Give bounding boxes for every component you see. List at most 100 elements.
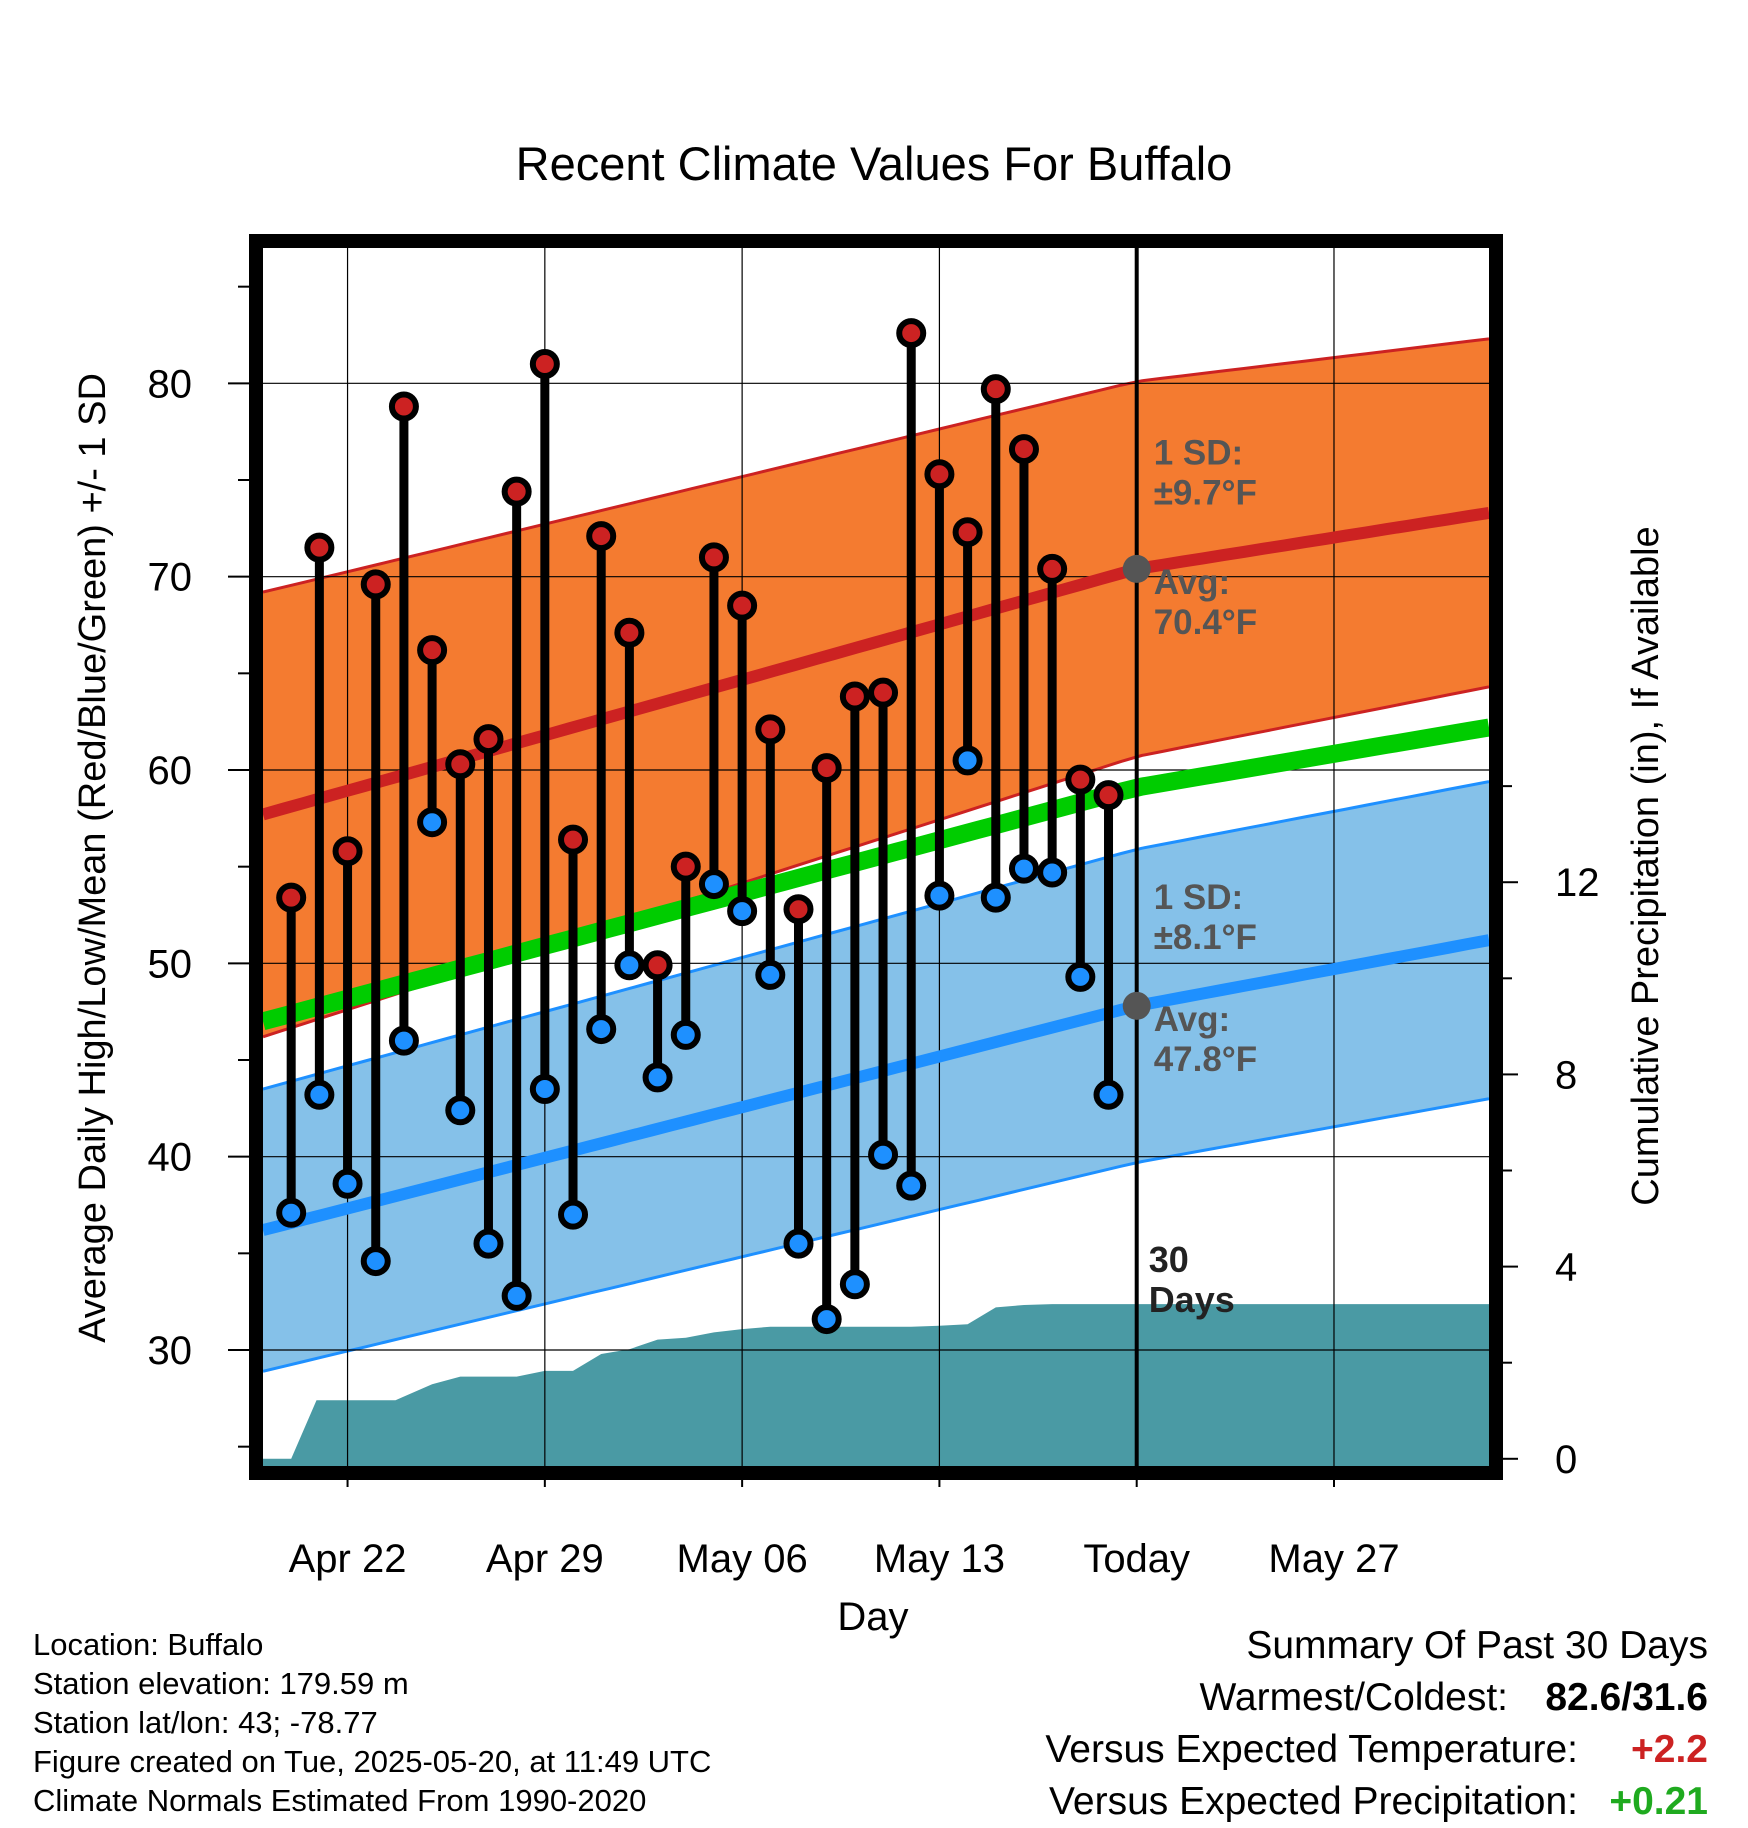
x-tick-label-0: Apr 22 — [289, 1537, 407, 1581]
y2-tick-label-0: 0 — [1555, 1438, 1577, 1482]
daily-low-point-4 — [388, 1025, 419, 1056]
daily-low-point-7 — [473, 1228, 504, 1259]
daily-low-point-19 — [811, 1304, 842, 1335]
daily-high-point-8 — [501, 476, 532, 507]
daily-high-point-11 — [586, 521, 617, 552]
y2-axis-label: Cumulative Precipitation (in), If Availa… — [1625, 526, 1667, 1205]
location-text: Location: Buffalo — [33, 1627, 264, 1662]
daily-high-point-9 — [529, 349, 560, 379]
x-tick-label-1: Apr 29 — [486, 1537, 604, 1581]
daily-low-point-10 — [558, 1199, 589, 1230]
daily-low-point-27 — [1037, 857, 1068, 888]
high-sd-annotation-line-1: ±9.7°F — [1154, 474, 1257, 513]
y-tick-label-30: 30 — [148, 1329, 193, 1373]
daily-high-point-18 — [783, 894, 814, 925]
low-normal-line — [263, 934, 1489, 1236]
high-avg-marker — [1122, 554, 1151, 583]
daily-low-point-29 — [1093, 1079, 1124, 1110]
daily-low-point-18 — [783, 1228, 814, 1259]
mean-normal-line — [263, 718, 1489, 1031]
y-tick-label-60: 60 — [148, 749, 193, 793]
daily-high-point-20 — [839, 681, 870, 712]
daily-low-point-16 — [727, 896, 758, 927]
daily-high-point-25 — [980, 374, 1011, 405]
daily-low-point-14 — [670, 1019, 701, 1050]
y2-tick-label-8: 8 — [1555, 1053, 1577, 1097]
daily-high-point-24 — [952, 517, 983, 548]
y-tick-label-40: 40 — [148, 1136, 193, 1180]
daily-high-point-5 — [417, 635, 448, 666]
high-avg-annotation-line-0: Avg: — [1154, 563, 1230, 602]
temp-value: +2.2 — [1631, 1728, 1708, 1771]
low-avg-annotation-line-1: 47.8°F — [1154, 1040, 1258, 1079]
y-tick-label-50: 50 — [148, 942, 193, 986]
daily-low-point-28 — [1065, 961, 1096, 992]
daily-high-point-17 — [755, 714, 786, 745]
daily-low-point-9 — [529, 1074, 560, 1104]
daily-low-point-21 — [868, 1139, 899, 1170]
low-sd-annotation-line-1: ±8.1°F — [1154, 918, 1257, 957]
daily-high-point-7 — [473, 724, 504, 755]
x-axis-label: Day — [837, 1595, 908, 1639]
daily-low-point-6 — [445, 1095, 476, 1126]
normals-text: Climate Normals Estimated From 1990-2020 — [33, 1783, 647, 1818]
daily-high-point-16 — [727, 590, 758, 621]
x-tick-label-5: May 27 — [1268, 1537, 1399, 1581]
daily-high-point-3 — [360, 569, 391, 600]
low-avg-marker — [1122, 991, 1151, 1020]
chart-title: Recent Climate Values For Buffalo — [516, 137, 1233, 190]
summary-panel: Summary Of Past 30 Days Warmest/Coldest:… — [1045, 1620, 1708, 1828]
low-sd-annotation-line-0: 1 SD: — [1154, 878, 1243, 917]
daily-high-point-15 — [698, 542, 729, 573]
low-sd-upper-edge — [263, 780, 1489, 1091]
daily-high-point-27 — [1037, 553, 1068, 584]
y2-tick-label-4: 4 — [1555, 1246, 1577, 1290]
daily-low-point-26 — [1008, 853, 1039, 884]
high-sd-annotation-line-0: 1 SD: — [1154, 434, 1243, 473]
summary-warmest-row: Warmest/Coldest: 82.6/31.6 — [1045, 1672, 1708, 1724]
created-text: Figure created on Tue, 2025-05-20, at 11… — [33, 1744, 712, 1779]
precip-area — [263, 1304, 1489, 1466]
daily-low-point-1 — [304, 1079, 335, 1110]
daily-high-point-2 — [332, 836, 363, 867]
precip-label: Versus Expected Precipitation: — [1049, 1780, 1578, 1823]
warmest-label: Warmest/Coldest: — [1199, 1676, 1508, 1719]
daily-low-point-23 — [924, 880, 955, 911]
daily-low-point-20 — [839, 1269, 870, 1300]
period-annotation-line-0: 30 — [1149, 1239, 1189, 1280]
daily-low-point-3 — [360, 1246, 391, 1277]
daily-high-point-28 — [1065, 764, 1096, 795]
plot-frame — [249, 234, 1503, 1480]
x-tick-label-2: May 06 — [677, 1537, 808, 1581]
daily-high-point-12 — [614, 617, 645, 648]
daily-high-point-21 — [868, 677, 899, 708]
temp-label: Versus Expected Temperature: — [1045, 1728, 1578, 1771]
x-tick-label-4: Today — [1083, 1537, 1190, 1581]
daily-high-point-26 — [1008, 434, 1039, 465]
latlon-text: Station lat/lon: 43; -78.77 — [33, 1705, 378, 1740]
daily-high-point-4 — [388, 391, 419, 422]
daily-high-point-23 — [924, 459, 955, 490]
daily-high-point-6 — [445, 749, 476, 780]
y-tick-label-80: 80 — [148, 362, 193, 406]
daily-high-point-22 — [896, 318, 927, 349]
summary-precip-row: Versus Expected Precipitation: +0.21 — [1045, 1776, 1708, 1828]
daily-low-point-25 — [980, 882, 1011, 913]
daily-low-point-5 — [417, 807, 448, 838]
y-tick-label-70: 70 — [148, 556, 193, 600]
daily-low-point-8 — [501, 1280, 532, 1311]
elevation-text: Station elevation: 179.59 m — [33, 1666, 409, 1701]
precip-value: +0.21 — [1609, 1780, 1708, 1823]
station-info: Location: Buffalo Station elevation: 179… — [33, 1625, 711, 1820]
daily-low-point-22 — [896, 1170, 927, 1201]
x-tick-label-3: May 13 — [874, 1537, 1005, 1581]
period-annotation-line-1: Days — [1149, 1279, 1235, 1320]
daily-high-point-19 — [811, 753, 842, 784]
daily-high-point-14 — [670, 851, 701, 882]
daily-high-point-10 — [558, 824, 589, 855]
high-avg-annotation-line-1: 70.4°F — [1154, 603, 1258, 642]
daily-low-point-17 — [755, 959, 786, 990]
daily-high-point-0 — [276, 882, 307, 913]
daily-low-point-0 — [276, 1197, 307, 1228]
